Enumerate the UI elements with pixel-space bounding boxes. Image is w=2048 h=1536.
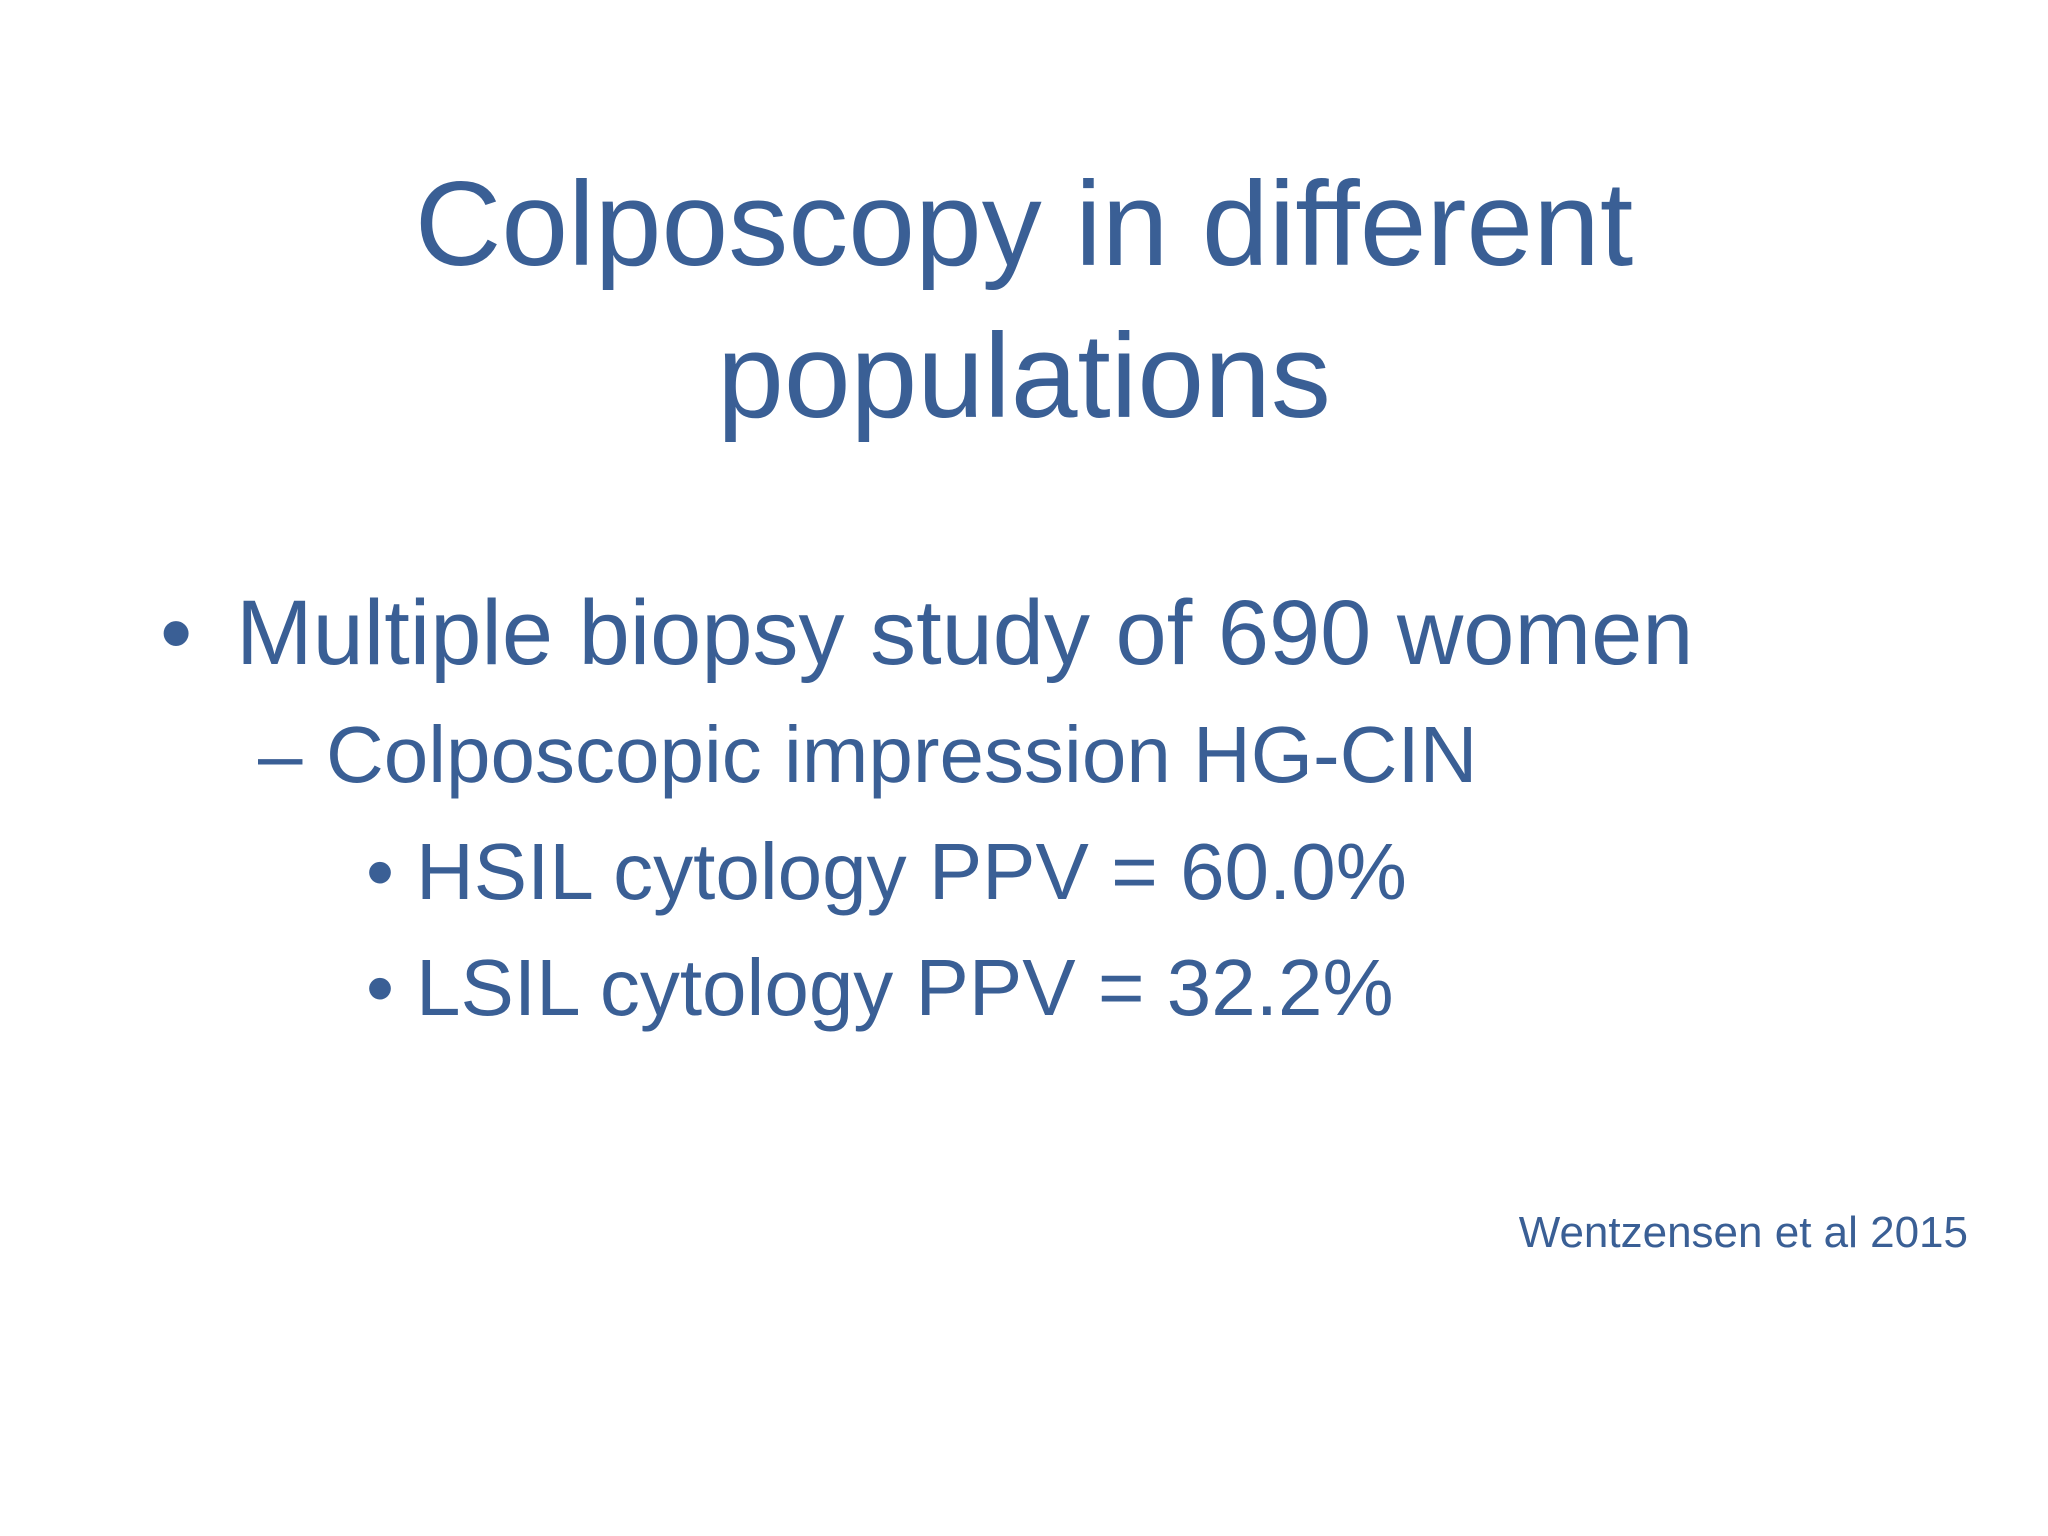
bullet-marker: •: [366, 943, 395, 1032]
bullet-item-level-2: Colposcopic impression HG-CIN: [326, 710, 1478, 799]
citation: Wentzensen et al 2015: [1518, 1208, 1968, 1257]
bullet-item-level-3: LSIL cytology PPV = 32.2%: [416, 943, 1394, 1032]
bullet-marker: •: [160, 582, 193, 684]
slide-title-line-1: Colposcopy in different: [414, 157, 1634, 291]
bullet-item-level-3: HSIL cytology PPV = 60.0%: [416, 827, 1407, 916]
bullet-marker: •: [366, 827, 395, 916]
bullet-item-level-1: Multiple biopsy study of 690 women: [236, 582, 1694, 684]
dash-marker: –: [258, 710, 303, 799]
slide-title-line-2: populations: [717, 309, 1331, 443]
slide-title: Colposcopy in different populations: [0, 148, 2048, 452]
